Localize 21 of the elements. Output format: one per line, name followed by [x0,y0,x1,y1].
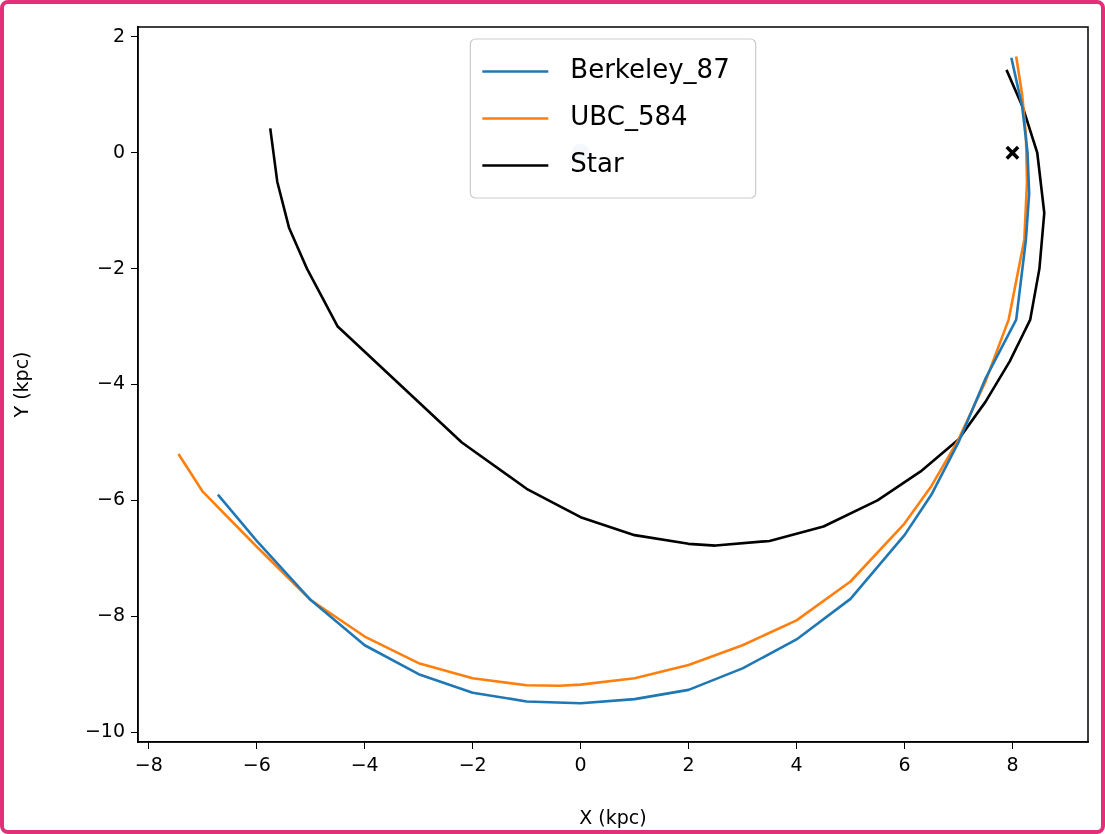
x-tick-label: 6 [898,753,911,776]
y-tick-label: 0 [112,139,125,162]
x-tick-label: 2 [682,753,695,776]
legend-label: UBC_584 [570,101,688,132]
y-tick-label: −2 [96,255,125,278]
x-tick-label: −4 [350,753,379,776]
x-axis-title: X (kpc) [579,805,647,828]
y-tick-label: −4 [96,371,125,394]
y-tick-label: −6 [96,487,125,510]
x-tick-label: −2 [458,753,487,776]
y-tick-label: −8 [96,603,125,626]
x-tick-label: −8 [134,753,163,776]
x-tick-label: 8 [1006,753,1019,776]
y-axis-title: Y (kpc) [10,351,33,419]
y-tick-label: 2 [112,23,125,46]
x-tick-label: 0 [574,753,587,776]
legend-label: Berkeley_87 [570,54,730,85]
x-tick-label: 4 [790,753,803,776]
legend-label: Star [570,148,624,179]
x-tick-label: −6 [242,753,271,776]
y-tick-label: −10 [84,719,125,742]
